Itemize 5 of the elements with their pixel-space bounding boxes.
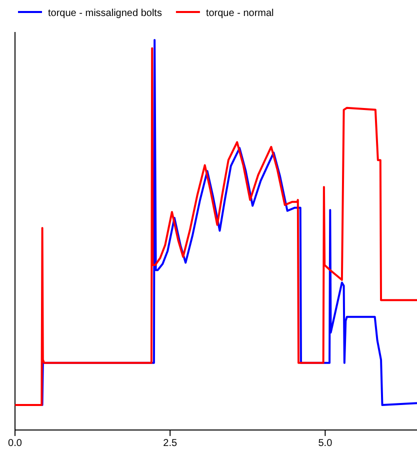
x-tick-label: 2.5	[163, 438, 178, 450]
x-tick-label: 5.0	[318, 438, 333, 450]
legend-label: torque - missaligned bolts	[48, 8, 162, 19]
legend-label: torque - normal	[206, 8, 274, 19]
x-tick-label: 0.0	[8, 438, 22, 450]
